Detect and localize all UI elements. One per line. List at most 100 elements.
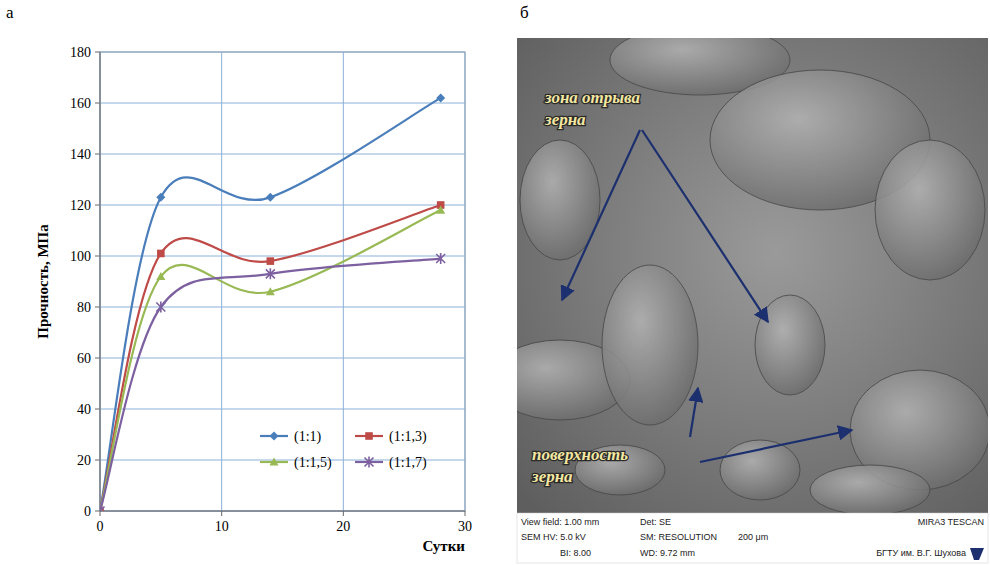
marker bbox=[266, 193, 275, 202]
marker bbox=[266, 287, 275, 295]
grain bbox=[810, 465, 930, 513]
marker bbox=[156, 193, 165, 202]
info-text: SM: RESOLUTION bbox=[640, 532, 717, 542]
grid-line bbox=[100, 205, 465, 206]
grid bbox=[95, 52, 465, 516]
tick-label: 140 bbox=[70, 147, 91, 162]
grain bbox=[602, 265, 698, 425]
series-line bbox=[100, 259, 441, 511]
tick-label: 0 bbox=[97, 519, 104, 534]
tick-mark bbox=[95, 307, 100, 308]
grid-line bbox=[100, 256, 465, 257]
grid-line bbox=[100, 52, 101, 511]
y-axis bbox=[100, 52, 101, 511]
y-axis-title: Прочность, МПа bbox=[35, 224, 51, 339]
grid-line bbox=[100, 52, 465, 53]
arrow bbox=[562, 130, 640, 300]
info-text: Det: SE bbox=[640, 517, 671, 527]
x-axis-title: Сутки bbox=[422, 538, 465, 554]
grid-line bbox=[100, 511, 465, 512]
logo bbox=[970, 548, 984, 560]
tick-label: 120 bbox=[70, 198, 91, 213]
series-line bbox=[100, 205, 441, 511]
marker bbox=[436, 253, 445, 264]
tick-mark bbox=[95, 511, 100, 512]
tick-mark bbox=[465, 511, 466, 516]
legend-marker bbox=[365, 457, 374, 468]
tick-label: 10 bbox=[215, 519, 229, 534]
annotation: зерна bbox=[531, 467, 573, 486]
tick-mark bbox=[100, 511, 101, 516]
tick-label: 160 bbox=[70, 96, 91, 111]
marker bbox=[100, 507, 105, 512]
info-bar bbox=[517, 513, 988, 563]
tick-mark bbox=[95, 103, 100, 104]
legend-label: (1:1,5) bbox=[294, 455, 332, 471]
tick-label: 180 bbox=[70, 45, 91, 60]
legend-marker bbox=[365, 432, 373, 440]
legend-label: (1:1,7) bbox=[389, 455, 427, 471]
tick-label: 60 bbox=[77, 351, 91, 366]
grid-line bbox=[100, 358, 465, 359]
arrow bbox=[690, 388, 698, 437]
grid-line bbox=[465, 52, 466, 511]
grid-line bbox=[100, 409, 465, 410]
marker bbox=[267, 257, 275, 265]
grain bbox=[755, 295, 825, 395]
tick-mark bbox=[95, 205, 100, 206]
legend: (1:1) (1:1,3) (1:1,5) (1:1,7) bbox=[260, 429, 427, 471]
marker bbox=[436, 206, 445, 214]
marker bbox=[157, 250, 165, 258]
arrow bbox=[642, 130, 768, 322]
panel-label: а bbox=[6, 3, 14, 22]
legend-label: (1:1,3) bbox=[389, 429, 427, 445]
grid-line bbox=[100, 103, 465, 104]
plot-data bbox=[100, 93, 445, 511]
legend-marker bbox=[270, 432, 279, 441]
tick-mark bbox=[95, 358, 100, 359]
annotation: зерна bbox=[544, 110, 586, 129]
info-text: MIRA3 TESCAN bbox=[918, 517, 984, 527]
series-line bbox=[100, 98, 441, 511]
tick-label: 0 bbox=[84, 504, 91, 519]
info-text: БГТУ им. В.Г. Шухова bbox=[876, 548, 966, 558]
info-text: 200 μm bbox=[738, 532, 768, 542]
grid-line bbox=[100, 154, 465, 155]
tick-label: 20 bbox=[336, 519, 350, 534]
marker bbox=[436, 93, 445, 102]
tick-mark bbox=[95, 256, 100, 257]
marker bbox=[156, 272, 165, 280]
panel-label: б bbox=[520, 3, 529, 22]
grid-line bbox=[343, 52, 344, 511]
tick-mark bbox=[343, 511, 344, 516]
tick-mark bbox=[95, 409, 100, 410]
tick-mark bbox=[95, 460, 100, 461]
grid-line bbox=[100, 307, 465, 308]
sem-image bbox=[517, 38, 988, 513]
legend-label: (1:1) bbox=[294, 429, 322, 445]
arrow bbox=[700, 430, 852, 462]
legend-marker bbox=[270, 458, 279, 466]
tick-label: 40 bbox=[77, 402, 91, 417]
info-text: WD: 9.72 mm bbox=[640, 548, 695, 558]
marker bbox=[100, 506, 105, 512]
tick-label: 20 bbox=[77, 453, 91, 468]
marker bbox=[266, 268, 275, 279]
grain bbox=[875, 140, 985, 280]
x-axis bbox=[100, 511, 465, 512]
tick-label: 80 bbox=[77, 300, 91, 315]
series-line bbox=[100, 210, 441, 511]
tick-label: 30 bbox=[458, 519, 472, 534]
figure: а б 0 20 40 60 80 100 120 140 160 180 0 10 20 30 Прочнос… bbox=[0, 0, 990, 565]
info-text: BI: 8.00 bbox=[560, 548, 591, 558]
annotation: зона отрыва bbox=[544, 88, 641, 107]
info-text: SEM HV: 5.0 kV bbox=[521, 532, 586, 542]
tick-mark bbox=[221, 511, 222, 516]
info-text: View field: 1.00 mm bbox=[521, 517, 599, 527]
annotation: поверхность bbox=[532, 445, 628, 464]
tick-mark bbox=[95, 154, 100, 155]
tick-mark bbox=[95, 52, 100, 53]
tick-label: 100 bbox=[70, 249, 91, 264]
marker bbox=[156, 302, 165, 313]
plot-frame bbox=[100, 52, 465, 511]
